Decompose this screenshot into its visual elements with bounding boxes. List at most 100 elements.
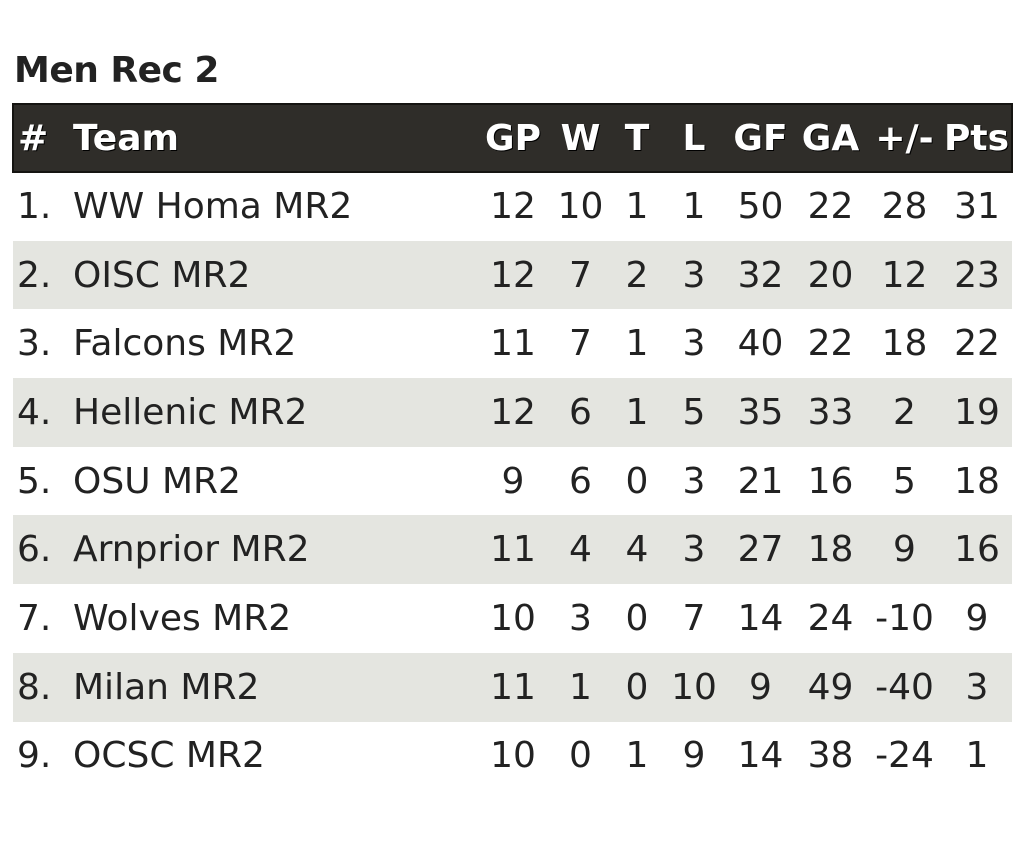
col-header-rank: # xyxy=(18,117,49,159)
table-row: 8. Milan MR2 11 1 0 10 9 49 -40 3 xyxy=(13,652,1012,722)
goals-against-cell: 18 xyxy=(807,529,854,571)
ties-cell: 1 xyxy=(625,735,649,777)
standings-table: # Team GP W T L GF GA +/- Pts 1. WW Homa … xyxy=(12,103,1013,790)
goals-against-cell: 33 xyxy=(807,391,854,433)
table-row: 3. Falcons MR2 11 7 1 3 40 22 18 22 xyxy=(13,309,1012,378)
team-cell: Hellenic MR2 xyxy=(73,391,308,433)
team-cell: Wolves MR2 xyxy=(73,597,292,639)
col-header-gp: GP xyxy=(485,117,541,159)
rank-cell: 2. xyxy=(17,254,52,296)
wins-cell: 1 xyxy=(569,666,592,708)
rank-cell: 3. xyxy=(17,323,52,365)
col-header-l: L xyxy=(682,117,706,159)
plus-minus-cell: 5 xyxy=(893,460,916,502)
points-cell: 18 xyxy=(954,460,1000,502)
rank-cell: 6. xyxy=(17,529,52,571)
table-row: 6. Arnprior MR2 11 4 4 3 27 18 9 16 xyxy=(13,515,1012,585)
table-row: 7. Wolves MR2 10 3 0 7 14 24 -10 9 xyxy=(13,584,1012,653)
gp-cell: 9 xyxy=(501,460,525,502)
col-header-gf: GF xyxy=(733,117,788,159)
wins-cell: 4 xyxy=(569,529,592,571)
wins-cell: 6 xyxy=(569,460,592,502)
ties-cell: 1 xyxy=(625,391,649,433)
table-row: 1. WW Homa MR2 12 10 1 1 50 22 28 31 xyxy=(13,172,1012,241)
ties-cell: 1 xyxy=(625,323,649,365)
goals-for-cell: 14 xyxy=(737,735,784,777)
team-cell: OSU MR2 xyxy=(73,460,241,502)
rank-cell: 1. xyxy=(17,186,52,228)
ties-cell: 0 xyxy=(625,460,649,502)
wins-cell: 7 xyxy=(569,254,592,296)
plus-minus-cell: 9 xyxy=(893,529,916,571)
ties-cell: 0 xyxy=(625,597,649,639)
goals-against-cell: 22 xyxy=(807,186,854,228)
col-header-pts: Pts xyxy=(943,117,1010,159)
team-cell: Falcons MR2 xyxy=(73,323,297,365)
gp-cell: 11 xyxy=(490,323,536,365)
col-header-plus-minus: +/- xyxy=(875,117,934,159)
gp-cell: 10 xyxy=(490,735,536,777)
losses-cell: 9 xyxy=(682,735,706,777)
plus-minus-cell: 18 xyxy=(881,323,928,365)
wins-cell: 6 xyxy=(569,391,592,433)
header-row: # Team GP W T L GF GA +/- Pts xyxy=(13,104,1012,172)
team-cell: Arnprior MR2 xyxy=(73,529,310,571)
points-cell: 22 xyxy=(954,323,1000,365)
ties-cell: 0 xyxy=(625,666,649,708)
ties-cell: 1 xyxy=(625,186,649,228)
gp-cell: 12 xyxy=(490,186,536,228)
goals-for-cell: 14 xyxy=(737,597,784,639)
table-row: 4. Hellenic MR2 12 6 1 5 35 33 2 19 xyxy=(13,378,1012,447)
goals-for-cell: 9 xyxy=(749,666,772,708)
goals-for-cell: 21 xyxy=(737,460,784,502)
table-row: 9. OCSC MR2 10 0 1 9 14 38 -24 1 xyxy=(13,722,1012,791)
col-header-team: Team xyxy=(73,117,179,159)
wins-cell: 3 xyxy=(569,597,592,639)
table-row: 5. OSU MR2 9 6 0 3 21 16 5 18 xyxy=(13,447,1012,516)
losses-cell: 3 xyxy=(682,323,706,365)
wins-cell: 0 xyxy=(569,735,592,777)
ties-cell: 4 xyxy=(625,529,649,571)
points-cell: 9 xyxy=(965,597,989,639)
points-cell: 23 xyxy=(954,254,1000,296)
plus-minus-cell: 2 xyxy=(893,391,916,433)
wins-cell: 7 xyxy=(569,323,592,365)
gp-cell: 12 xyxy=(490,254,536,296)
points-cell: 16 xyxy=(954,529,1000,571)
plus-minus-cell: 12 xyxy=(881,254,928,296)
goals-against-cell: 22 xyxy=(807,323,854,365)
gp-cell: 11 xyxy=(490,666,536,708)
table-row: 2. OISC MR2 12 7 2 3 32 20 12 23 xyxy=(13,240,1012,310)
team-cell: Milan MR2 xyxy=(73,666,260,708)
losses-cell: 3 xyxy=(682,529,706,571)
losses-cell: 7 xyxy=(682,597,706,639)
points-cell: 3 xyxy=(965,666,989,708)
col-header-w: W xyxy=(560,117,601,159)
losses-cell: 10 xyxy=(671,666,717,708)
team-cell: OCSC MR2 xyxy=(73,735,265,777)
goals-for-cell: 35 xyxy=(737,391,784,433)
rank-cell: 8. xyxy=(17,666,52,708)
points-cell: 19 xyxy=(954,391,1000,433)
team-cell: WW Homa MR2 xyxy=(73,186,353,228)
goals-for-cell: 50 xyxy=(737,186,784,228)
goals-against-cell: 38 xyxy=(807,735,854,777)
goals-against-cell: 49 xyxy=(807,666,854,708)
rank-cell: 4. xyxy=(17,391,52,433)
wins-cell: 10 xyxy=(557,186,604,228)
losses-cell: 1 xyxy=(682,186,706,228)
goals-against-cell: 24 xyxy=(807,597,854,639)
ties-cell: 2 xyxy=(625,254,649,296)
losses-cell: 3 xyxy=(682,254,706,296)
goals-against-cell: 20 xyxy=(807,254,854,296)
rank-cell: 7. xyxy=(17,597,52,639)
gp-cell: 12 xyxy=(490,391,536,433)
page-title: Men Rec 2 xyxy=(14,50,219,91)
plus-minus-cell: -40 xyxy=(875,666,934,708)
gp-cell: 11 xyxy=(490,529,536,571)
gp-cell: 10 xyxy=(490,597,536,639)
points-cell: 31 xyxy=(954,186,1000,228)
rank-cell: 5. xyxy=(17,460,52,502)
losses-cell: 5 xyxy=(682,391,706,433)
col-header-ga: GA xyxy=(801,117,860,159)
